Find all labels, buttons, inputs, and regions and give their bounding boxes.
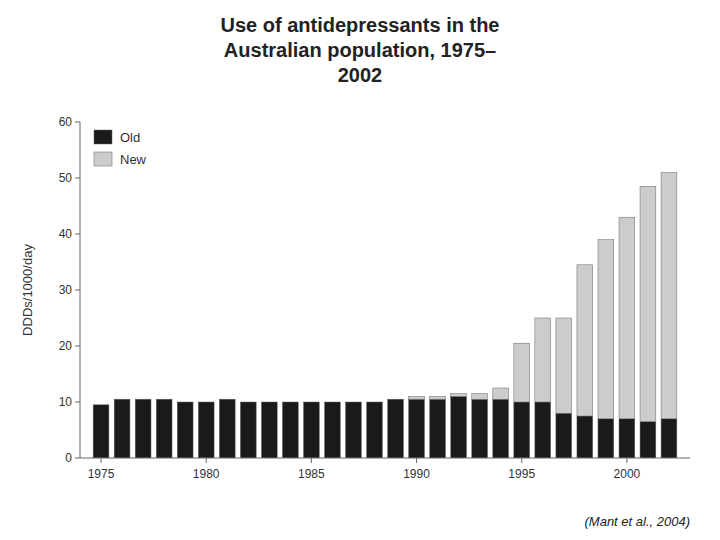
- bar-segment: [388, 399, 404, 458]
- bar-segment: [93, 404, 109, 405]
- y-tick: [75, 122, 80, 123]
- citation: (Mant et al., 2004): [585, 514, 691, 529]
- y-tick: [75, 290, 80, 291]
- bar-segment: [535, 318, 551, 402]
- bar-segment: [430, 399, 446, 458]
- bar-segment: [409, 396, 425, 399]
- bar-segment: [114, 399, 130, 400]
- y-tick-label: 60: [59, 115, 73, 129]
- bar-segment: [156, 399, 172, 458]
- bar-segment: [577, 416, 593, 458]
- y-tick-label: 10: [59, 395, 73, 409]
- bar-segment: [198, 402, 214, 458]
- bar-segment: [303, 402, 319, 403]
- legend-label: Old: [120, 130, 140, 145]
- y-tick-label: 30: [59, 283, 73, 297]
- x-tick: [416, 458, 417, 463]
- x-tick-label: 2000: [614, 467, 641, 481]
- legend-swatch: [94, 152, 112, 166]
- series-1: [409, 172, 677, 421]
- x-tick: [311, 458, 312, 463]
- bar-segment: [619, 217, 635, 419]
- bar-segment: [430, 396, 446, 399]
- bar-segment: [598, 419, 614, 458]
- bar-segment: [367, 402, 383, 458]
- bar-segment: [388, 399, 404, 400]
- x-tick: [521, 458, 522, 463]
- legend-label: New: [120, 152, 147, 167]
- bar-segment: [240, 402, 256, 403]
- y-tick-label: 20: [59, 339, 73, 353]
- title-line: Use of antidepressants in the: [221, 14, 500, 36]
- bar-segment: [303, 402, 319, 458]
- y-tick: [75, 234, 80, 235]
- title-line: Australian population, 1975–: [224, 39, 496, 61]
- x-tick-label: 1995: [508, 467, 535, 481]
- bar-segment: [135, 399, 151, 400]
- x-tick-label: 1980: [193, 467, 220, 481]
- bar-segment: [114, 399, 130, 458]
- legend: Old New: [94, 130, 147, 167]
- y-tick: [75, 458, 80, 459]
- bar-segment: [640, 186, 656, 421]
- legend-swatch: [94, 130, 112, 144]
- bar-segment: [598, 240, 614, 419]
- bar-segment: [472, 394, 488, 400]
- y-tick-label: 0: [65, 451, 72, 465]
- x-axis-line: [80, 458, 690, 459]
- bar-segment: [261, 402, 277, 458]
- bar-segment: [493, 388, 509, 399]
- bar-segment: [135, 399, 151, 458]
- bar-segment: [325, 402, 341, 403]
- bar-segment: [240, 402, 256, 458]
- y-tick: [75, 178, 80, 179]
- bar-segment: [219, 399, 235, 400]
- x-tick: [206, 458, 207, 463]
- bar-segment: [472, 399, 488, 458]
- bar-segment: [282, 402, 298, 458]
- bar-segment: [514, 402, 530, 458]
- y-tick-label: 40: [59, 227, 73, 241]
- title: Use of antidepressants in the Australian …: [221, 14, 500, 86]
- bar-segment: [619, 419, 635, 458]
- bar-segment: [556, 413, 572, 458]
- bar-segment: [177, 402, 193, 458]
- bar-segment: [409, 399, 425, 458]
- title-line: 2002: [338, 64, 383, 86]
- bar-segment: [282, 402, 298, 403]
- x-tick-label: 1990: [403, 467, 430, 481]
- bar-segment: [177, 402, 193, 403]
- bar-segment: [556, 318, 572, 413]
- bar-segment: [535, 402, 551, 458]
- bar-segment: [514, 343, 530, 402]
- bar-segment: [451, 396, 467, 458]
- x-tick: [626, 458, 627, 463]
- x-tick-label: 1975: [88, 467, 115, 481]
- bar-segment: [661, 419, 677, 458]
- y-tick-label: 50: [59, 171, 73, 185]
- chart-container: Use of antidepressants in the Australian …: [0, 0, 720, 540]
- bar-segment: [346, 402, 362, 403]
- bars: [93, 172, 677, 458]
- x-tick: [101, 458, 102, 463]
- y-tick: [75, 402, 80, 403]
- bar-segment: [493, 399, 509, 458]
- chart: Use of antidepressants in the Australian …: [0, 0, 720, 540]
- bar-segment: [325, 402, 341, 458]
- bar-segment: [261, 402, 277, 403]
- bar-segment: [198, 402, 214, 403]
- bar-segment: [577, 265, 593, 416]
- y-tick: [75, 346, 80, 347]
- bar-segment: [451, 394, 467, 397]
- bar-segment: [346, 402, 362, 458]
- bar-segment: [93, 405, 109, 458]
- bar-segment: [219, 399, 235, 458]
- bar-segment: [367, 402, 383, 403]
- y-axis-label: DDDs/1000/day: [20, 244, 35, 336]
- bar-segment: [640, 422, 656, 458]
- bar-segment: [156, 399, 172, 400]
- bar-segment: [661, 172, 677, 418]
- x-tick-label: 1985: [298, 467, 325, 481]
